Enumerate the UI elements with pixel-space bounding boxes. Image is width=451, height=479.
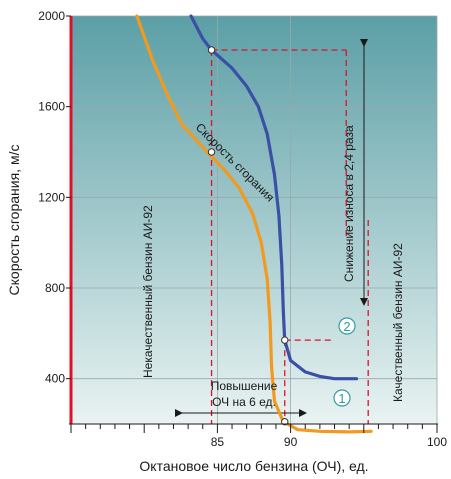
high-quality-label: Качественный бензин АИ-92 <box>391 243 405 402</box>
octane-increase-label-line1: Повышение <box>211 379 278 393</box>
data-point <box>207 46 216 54</box>
data-point <box>281 418 289 426</box>
highlight-points <box>207 46 289 426</box>
octane-increase-label-line2: ОЧ на 6 ед. <box>212 395 276 409</box>
x-axis: 85 90 100 <box>70 424 447 449</box>
y-tick-label: 1600 <box>38 100 65 114</box>
data-point <box>207 148 216 156</box>
y-axis: 400 800 1200 1600 2000 <box>38 9 71 386</box>
series-marker-1: 1 <box>333 389 351 407</box>
x-tick-label: 100 <box>427 435 447 449</box>
y-tick-label: 400 <box>45 372 65 386</box>
series-line-2 <box>189 14 359 381</box>
wear-reduction-label: Снижение износа в 2,4 раза <box>342 125 356 282</box>
x-tick-label: 90 <box>284 435 298 449</box>
y-tick-label: 800 <box>45 281 65 295</box>
x-axis-title: Октановое число бензина (ОЧ), ед. <box>139 458 368 474</box>
x-tick-label: 85 <box>211 435 225 449</box>
svg-text:1: 1 <box>338 391 345 406</box>
y-tick-label: 1200 <box>38 190 65 204</box>
data-point <box>281 336 289 344</box>
series-line-1 <box>135 14 373 434</box>
y-axis-title: Скорость сгорания, м/с <box>6 145 22 296</box>
series-marker-2: 2 <box>338 317 356 335</box>
y-tick-label: 2000 <box>38 9 65 23</box>
reference-lines <box>210 49 369 424</box>
series <box>135 14 373 434</box>
low-quality-label: Некачественный бензин АИ-92 <box>141 205 155 378</box>
svg-text:2: 2 <box>343 319 350 334</box>
